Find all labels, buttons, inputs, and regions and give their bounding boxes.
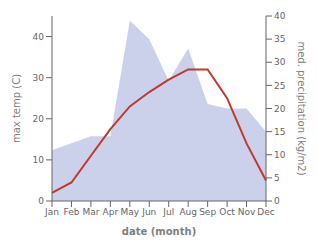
svg-text:date (month): date (month) [122, 226, 196, 237]
svg-text:20: 20 [33, 114, 45, 124]
svg-text:10: 10 [274, 150, 286, 160]
svg-text:10: 10 [33, 155, 45, 165]
svg-text:Feb: Feb [63, 207, 79, 217]
svg-text:Nov: Nov [238, 207, 256, 217]
svg-text:0: 0 [38, 196, 44, 206]
svg-text:0: 0 [274, 196, 280, 206]
svg-text:Sep: Sep [199, 207, 216, 217]
svg-text:Jun: Jun [141, 207, 156, 217]
svg-text:Oct: Oct [219, 207, 235, 217]
svg-text:Dec: Dec [257, 207, 274, 217]
svg-text:40: 40 [274, 11, 286, 21]
svg-text:35: 35 [274, 34, 285, 44]
svg-text:Apr: Apr [103, 207, 119, 217]
svg-text:5: 5 [274, 173, 280, 183]
svg-text:med. precipitation (kg/m2): med. precipitation (kg/m2) [296, 41, 307, 175]
svg-text:max temp (C): max temp (C) [11, 74, 22, 143]
svg-text:Mar: Mar [82, 207, 99, 217]
svg-text:15: 15 [274, 127, 285, 137]
svg-text:May: May [121, 207, 140, 217]
svg-text:Jan: Jan [44, 207, 59, 217]
svg-text:25: 25 [274, 81, 285, 91]
svg-text:30: 30 [274, 57, 286, 67]
svg-text:Jul: Jul [162, 207, 174, 217]
svg-text:Aug: Aug [179, 207, 197, 217]
svg-text:30: 30 [33, 73, 45, 83]
svg-text:40: 40 [33, 32, 45, 42]
svg-text:20: 20 [274, 104, 286, 114]
